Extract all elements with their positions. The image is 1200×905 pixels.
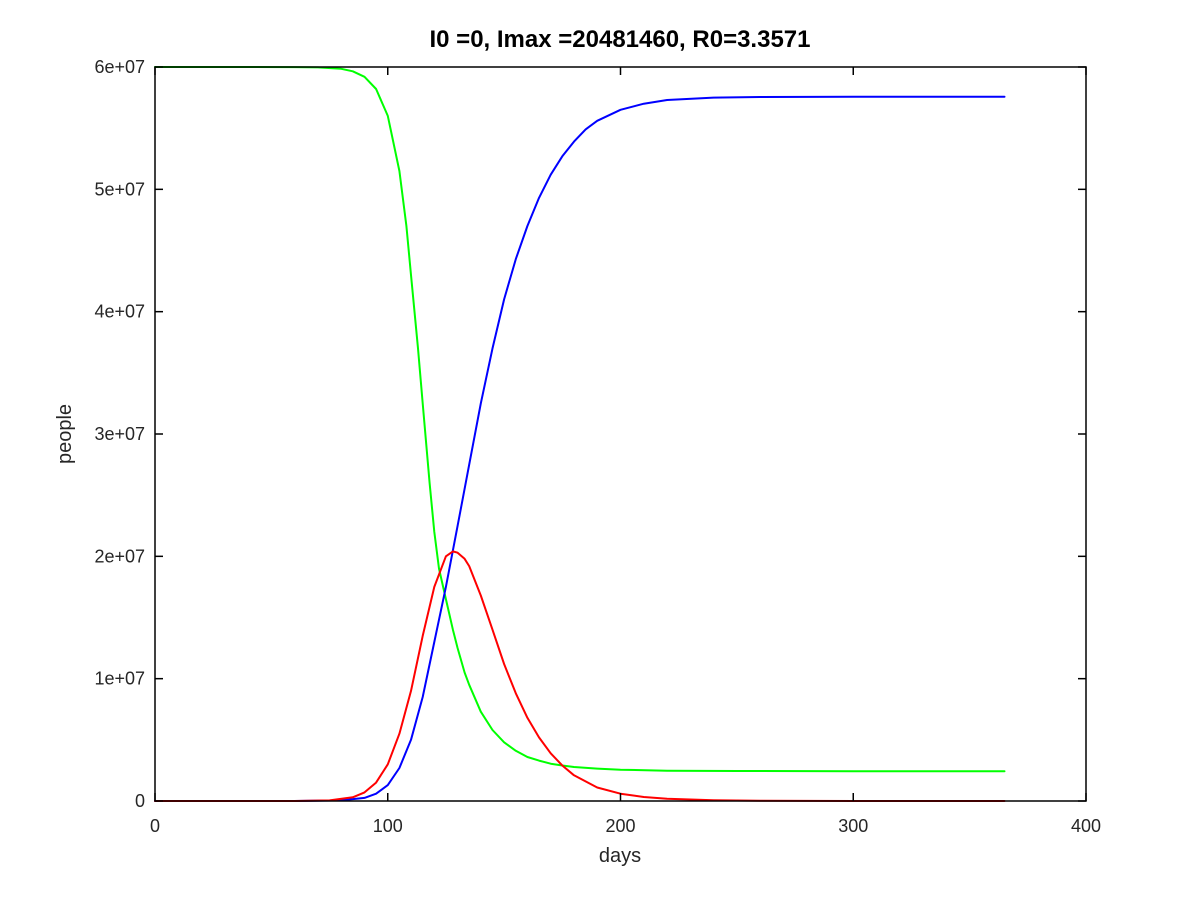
y-tick-label: 0 — [135, 791, 145, 811]
y-tick-label: 2e+07 — [94, 546, 145, 566]
series-line-2 — [154, 95, 1006, 802]
x-tick-label: 200 — [605, 816, 635, 836]
x-tick-label: 100 — [373, 816, 403, 836]
y-tick-label: 1e+07 — [94, 669, 145, 689]
series-layer — [154, 66, 1006, 802]
y-tick-label: 5e+07 — [94, 179, 145, 199]
y-tick-label: 4e+07 — [94, 302, 145, 322]
x-axis-label: days — [599, 845, 641, 867]
x-tick-label: 300 — [838, 816, 868, 836]
y-tick-label: 6e+07 — [94, 57, 145, 77]
x-tick-label: 400 — [1071, 816, 1101, 836]
y-axis-label: people — [54, 404, 76, 464]
y-tick-label: 3e+07 — [94, 424, 145, 444]
series-line-1 — [154, 66, 1006, 773]
plot-area-frame — [154, 66, 1087, 802]
axis-ticks: 0 100 200 300 400 0 1e+07 2e+07 3e+07 4e+07 5e+07 6… — [94, 57, 1101, 836]
series-line-3 — [154, 550, 1006, 802]
x-tick-label: 0 — [150, 816, 160, 836]
chart-title: I0 =0, Imax =20481460, R0=3.3571 — [430, 26, 811, 53]
